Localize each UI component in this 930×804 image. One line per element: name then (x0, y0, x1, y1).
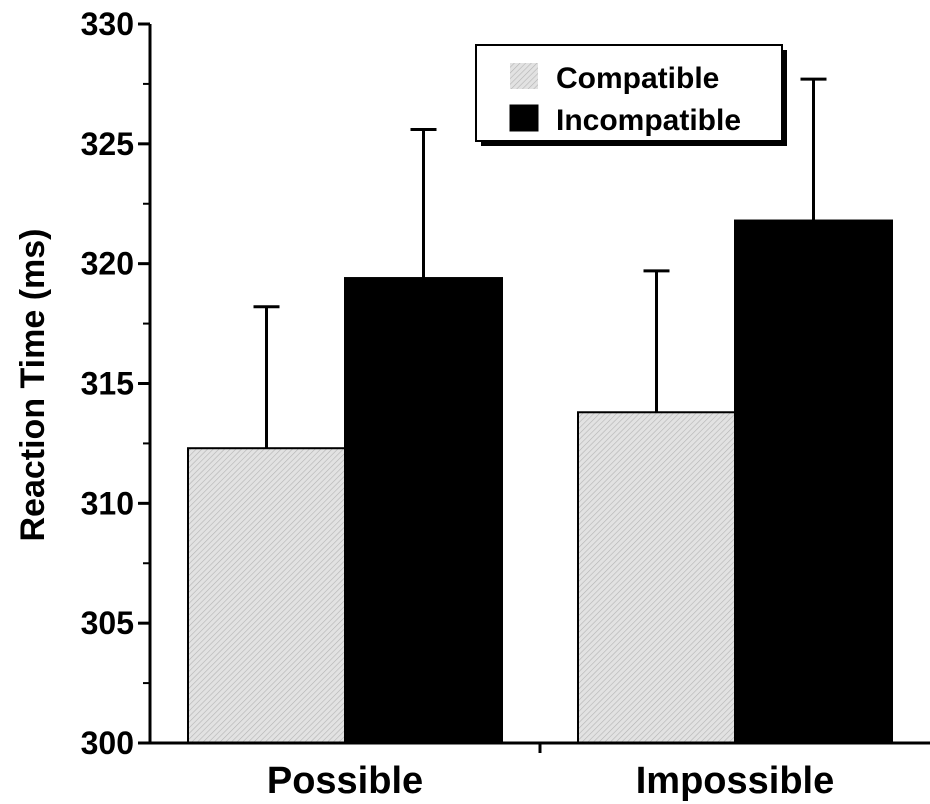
legend-label-compatible: Compatible (556, 62, 719, 95)
y-tick-label: 330 (81, 6, 134, 42)
y-axis-label: Reaction Time (ms) (14, 228, 52, 541)
y-tick-label: 305 (81, 605, 134, 641)
x-tick-label: Possible (267, 760, 423, 802)
y-tick-label: 310 (81, 485, 134, 521)
legend-box (475, 44, 783, 142)
y-tick-label: 320 (81, 246, 134, 282)
bar-compatible-possible (187, 447, 346, 744)
legend-swatch-incompatible (509, 104, 539, 132)
y-tick-label: 300 (81, 725, 134, 761)
bar-incompatible-impossible (734, 219, 893, 744)
legend-label-incompatible: Incompatible (556, 104, 741, 137)
y-tick-label: 315 (81, 366, 134, 402)
y-tick-label: 325 (81, 126, 134, 162)
plot-area: Possible Impossible 300 305 310 315 320 325 330 C… (81, 6, 930, 802)
legend-swatch-compatible (510, 63, 538, 89)
bar-incompatible-possible (344, 277, 503, 744)
bar-compatible-impossible (577, 411, 736, 744)
x-tick-label: Impossible (636, 760, 835, 802)
